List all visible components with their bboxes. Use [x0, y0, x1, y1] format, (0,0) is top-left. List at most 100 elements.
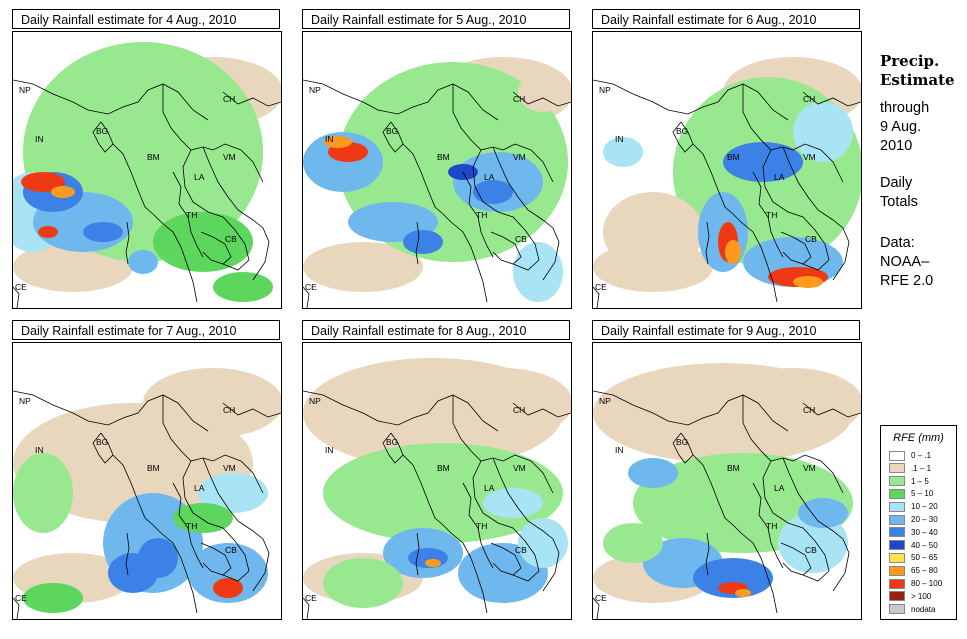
region-label-ce: CE	[15, 593, 27, 603]
country-border	[202, 146, 270, 281]
panel-title: Daily Rainfall estimate for 5 Aug., 2010	[302, 9, 570, 29]
country-border	[593, 390, 789, 432]
legend-item: 40 – 50	[889, 540, 938, 551]
through-line: through	[880, 100, 930, 116]
legend-item: 10 – 20	[889, 501, 938, 512]
region-label-la: LA	[194, 483, 205, 493]
region-label-vm: VM	[513, 152, 526, 162]
region-label-ce: CE	[305, 282, 317, 292]
country-border	[752, 482, 784, 569]
rain-area	[693, 558, 773, 598]
region-label-bm: BM	[727, 463, 740, 473]
country-border	[182, 149, 250, 271]
region-label-th: TH	[766, 210, 777, 220]
country-border	[512, 91, 571, 107]
country-border	[172, 171, 204, 258]
country-border	[402, 143, 488, 303]
region-label-cb: CB	[225, 545, 237, 555]
region-label-la: LA	[484, 172, 495, 182]
daily-line: Daily	[880, 175, 913, 191]
rain-area	[603, 137, 643, 167]
country-border	[112, 454, 198, 614]
country-border	[492, 146, 560, 281]
legend-swatch	[889, 476, 905, 487]
country-border	[492, 457, 560, 592]
region-label-th: TH	[186, 210, 197, 220]
country-border	[705, 532, 710, 576]
rainfall-map: NP CH IN BG BM VM LA TH CB CE	[592, 342, 862, 620]
country-border	[92, 121, 114, 153]
country-border	[222, 91, 281, 107]
country-border	[780, 542, 812, 576]
region-label-la: LA	[194, 172, 205, 182]
legend-swatch	[889, 501, 905, 512]
panel-title: Daily Rainfall estimate for 6 Aug., 2010	[592, 9, 860, 29]
map-svg: NP CH IN BG BM VM LA TH CB CE	[13, 343, 281, 619]
rain-area	[198, 473, 268, 513]
region-label-bg: BG	[386, 437, 398, 447]
daily-line: Totals	[880, 194, 918, 210]
region-label-ch: CH	[513, 94, 525, 104]
region-label-cb: CB	[515, 234, 527, 244]
rain-area	[213, 578, 243, 598]
country-border	[512, 402, 571, 418]
region-label-ch: CH	[803, 94, 815, 104]
legend-item: 65 – 80	[889, 565, 938, 576]
country-border	[303, 390, 499, 432]
through-line: 2010	[880, 138, 913, 154]
rain-area	[603, 192, 703, 272]
region-label-cb: CB	[805, 234, 817, 244]
country-border	[13, 597, 20, 619]
legend-swatch	[889, 527, 905, 538]
panel-title: Daily Rainfall estimate for 4 Aug., 2010	[12, 9, 280, 29]
region-label-ce: CE	[595, 593, 607, 603]
legend-swatch	[889, 552, 905, 563]
legend-label: > 100	[911, 591, 932, 601]
country-border	[125, 532, 130, 576]
data-line: NOAA–	[880, 254, 930, 270]
country-border	[382, 121, 404, 153]
rain-area	[108, 553, 158, 593]
legend-item: 20 – 30	[889, 514, 938, 525]
country-border	[462, 171, 494, 258]
rainfall-map: NP CH IN BG BM VM LA TH CB CE	[12, 31, 282, 309]
rain-area	[798, 498, 848, 528]
legend-item: 30 – 40	[889, 527, 938, 538]
country-border	[692, 454, 778, 614]
legend-label: 1 – 5	[911, 476, 929, 486]
country-border	[112, 143, 198, 303]
country-border	[13, 390, 209, 432]
country-border	[782, 457, 850, 592]
region-label-bm: BM	[147, 152, 160, 162]
country-border	[202, 457, 270, 592]
region-label-in: IN	[615, 445, 624, 455]
rain-area	[403, 230, 443, 254]
rain-area	[723, 142, 803, 182]
legend-label: 20 – 30	[911, 515, 938, 524]
country-border	[593, 597, 600, 619]
through-line: 9 Aug.	[880, 119, 922, 135]
rain-area	[518, 518, 568, 568]
region-label-in: IN	[615, 134, 624, 144]
country-border	[182, 460, 250, 582]
legend-label: .1 – 1	[911, 463, 932, 473]
region-label-cb: CB	[225, 234, 237, 244]
rainfall-map: NP CH IN BG BM VM LA TH CB CE	[12, 342, 282, 620]
legend-label: 80 – 100	[911, 579, 943, 588]
country-border	[200, 542, 232, 576]
rain-area	[513, 242, 563, 302]
rain-area	[593, 363, 853, 463]
sidebar-data-source: Data: NOAA– RFE 2.0	[880, 234, 933, 291]
region-label-th: TH	[186, 521, 197, 531]
legend-swatch	[889, 540, 905, 551]
region-label-vm: VM	[223, 463, 236, 473]
region-label-cb: CB	[515, 545, 527, 555]
region-label-bg: BG	[386, 126, 398, 136]
legend-label: 40 – 50	[911, 540, 938, 550]
rain-area	[38, 226, 58, 238]
map-svg: NP CH IN BG BM VM LA TH CB CE	[13, 32, 281, 308]
country-border	[222, 402, 281, 418]
region-label-la: LA	[774, 483, 785, 493]
country-border	[415, 221, 420, 265]
country-border	[802, 402, 861, 418]
